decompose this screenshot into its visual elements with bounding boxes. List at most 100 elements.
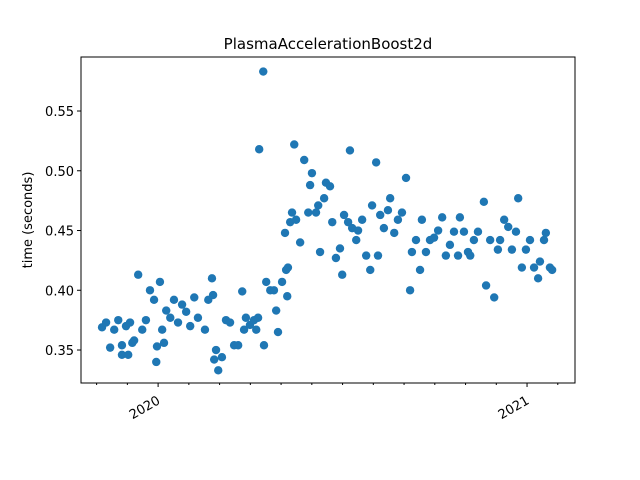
scatter-point <box>105 343 115 352</box>
scatter-point <box>155 277 165 287</box>
scatter-point <box>273 327 283 337</box>
y-tick-label: 0.50 <box>45 165 74 180</box>
scatter-point <box>459 227 469 236</box>
scatter-point <box>186 321 195 331</box>
y-tick-label: 0.40 <box>45 284 74 299</box>
scatter-point <box>469 235 479 245</box>
scatter-point <box>449 227 459 236</box>
scatter-point <box>433 226 443 235</box>
scatter-point <box>525 235 535 245</box>
scatter-point <box>421 247 431 257</box>
scatter-point <box>152 357 161 367</box>
y-axis-label: time (seconds) <box>21 172 36 269</box>
scatter-point <box>485 235 495 245</box>
scatter-point <box>141 315 151 325</box>
scatter-point <box>209 355 219 364</box>
scatter-point <box>352 235 361 245</box>
scatter-point <box>259 341 269 350</box>
scatter-point <box>271 306 281 315</box>
y-tick-label: 0.35 <box>45 344 74 359</box>
scatter-point <box>455 213 465 222</box>
scatter-point <box>429 233 439 242</box>
scatter-point <box>507 245 517 254</box>
scatter-point <box>307 168 317 178</box>
scatter-point <box>379 223 389 233</box>
scatter-point <box>325 182 335 191</box>
scatter-point <box>513 194 523 203</box>
scatter-point <box>417 215 427 224</box>
scatter-point <box>295 238 305 247</box>
scatter-point <box>211 345 221 355</box>
scatter-point <box>353 226 363 235</box>
scatter-point <box>376 210 385 220</box>
scatter-point <box>114 315 123 325</box>
scatter-point <box>128 338 137 348</box>
scatter-point <box>277 277 287 287</box>
scatter-point <box>190 293 199 302</box>
scatter-point <box>479 197 489 207</box>
scatter-point <box>311 208 321 217</box>
scatter-point <box>166 313 175 322</box>
scatter-point <box>162 306 171 315</box>
scatter-point <box>493 245 503 254</box>
scatter-point <box>117 341 127 350</box>
scatter-point <box>397 208 407 217</box>
scatter-point <box>225 318 235 327</box>
scatter-point <box>149 295 159 305</box>
scatter-point <box>445 240 455 250</box>
scatter-point <box>504 222 513 232</box>
scatter-point <box>535 257 545 266</box>
y-tick-label: 0.55 <box>45 105 74 120</box>
scatter-point <box>411 235 421 245</box>
scatter-point <box>466 251 475 260</box>
scatter-point <box>177 300 187 309</box>
scatter-point <box>138 325 147 334</box>
scatter-point <box>125 318 135 327</box>
scatter-point <box>181 307 191 316</box>
scatter-point <box>157 325 167 334</box>
scatter-point <box>437 213 447 222</box>
scatter-point <box>539 235 549 245</box>
scatter-point <box>521 245 531 254</box>
scatter-point <box>441 251 451 260</box>
scatter-point <box>239 325 249 334</box>
scatter-point <box>533 274 543 283</box>
scatter-point <box>366 265 375 275</box>
y-tick-label: 0.45 <box>45 225 74 240</box>
scatter-point <box>159 338 169 348</box>
scatter-point <box>339 210 349 220</box>
scatter-point <box>169 295 179 305</box>
scatter-point <box>371 158 381 167</box>
scatter-point <box>405 286 415 295</box>
scatter-point <box>254 145 264 154</box>
scatter-point <box>390 228 399 238</box>
scatter-point <box>357 215 367 224</box>
scatter-point <box>541 228 551 238</box>
scatter-point <box>233 341 243 350</box>
scatter-point <box>314 201 323 210</box>
scatter-point <box>345 146 355 155</box>
scatter-point <box>101 318 111 327</box>
scatter-point <box>495 235 505 245</box>
scatter-point <box>383 206 393 215</box>
scatter-point <box>207 274 217 283</box>
scatter-point <box>283 263 293 272</box>
scatter-point <box>490 293 499 302</box>
scatter-point <box>124 350 133 359</box>
scatter-point <box>253 313 263 322</box>
scatter-point <box>217 352 227 362</box>
plot-frame <box>80 56 576 384</box>
scatter-point <box>453 251 463 260</box>
scatter-point <box>241 313 251 322</box>
scatter-point <box>259 67 268 76</box>
scatter-point <box>304 208 313 217</box>
scatter-point <box>305 180 315 190</box>
scatter-point <box>152 342 162 351</box>
scatter-point <box>481 281 491 290</box>
scatter-point <box>473 227 483 236</box>
scatter-point <box>283 292 292 301</box>
scatter-point <box>208 290 218 300</box>
scatter-point <box>415 265 425 275</box>
scatter-point <box>511 227 521 236</box>
